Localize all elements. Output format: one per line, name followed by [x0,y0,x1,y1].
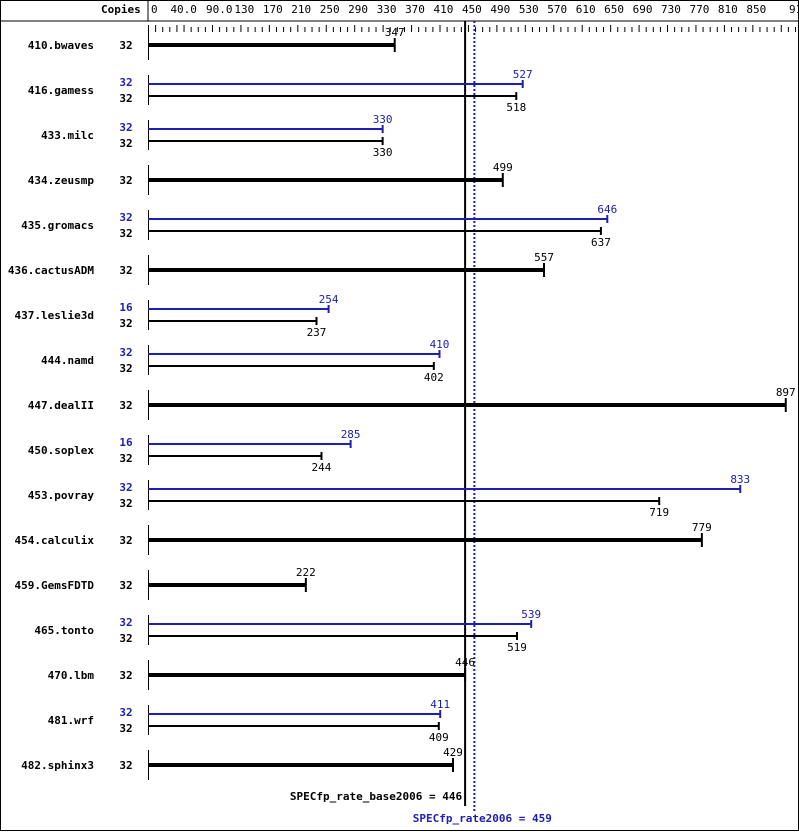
peak-copies: 32 [119,616,132,629]
benchmark-name: 447.dealII [28,399,94,412]
peak-value: 539 [521,608,541,621]
tick-label: 450 [462,3,482,16]
base-copies: 32 [119,227,132,240]
base-value: 222 [296,566,316,579]
peak-value: 646 [597,203,617,216]
benchmark-name: 410.bwaves [28,39,94,52]
benchmark-name: 454.calculix [15,534,95,547]
base-copies: 32 [119,399,132,412]
tick-label: 330 [377,3,397,16]
benchmark-name: 465.tonto [34,624,94,637]
base-copies: 32 [119,174,132,187]
tick-label: 690 [633,3,653,16]
base-value: 519 [507,641,527,654]
benchmark-name: 434.zeusmp [28,174,95,187]
tick-label: 410 [434,3,454,16]
base-value: 779 [692,521,712,534]
tick-label: 490 [490,3,510,16]
tick-label: 130 [234,3,254,16]
tick-label: 570 [547,3,567,16]
base-value: 897 [776,386,796,399]
tick-label: 90.0 [206,3,233,16]
base-value: 347 [385,26,405,39]
tick-label: 730 [661,3,681,16]
peak-copies: 32 [119,121,132,134]
benchmark-name: 481.wrf [48,714,94,727]
tick-label: 0 [151,3,158,16]
base-copies: 32 [119,669,132,682]
base-copies: 32 [119,497,132,510]
tick-label: 40.0 [170,3,197,16]
base-value: 499 [493,161,513,174]
peak-value: 833 [730,473,750,486]
base-value: 409 [429,731,449,744]
tick-label: 610 [576,3,596,16]
benchmark-name: 416.gamess [28,84,94,97]
peak-copies: 32 [119,211,132,224]
tick-label: 770 [689,3,709,16]
base-copies: 32 [119,39,132,52]
peak-copies: 32 [119,346,132,359]
benchmark-name: 482.sphinx3 [21,759,94,772]
base-value: 429 [443,746,463,759]
base-value: 244 [312,461,332,474]
benchmark-name: 433.milc [41,129,94,142]
peak-value: 330 [373,113,393,126]
base-value: 557 [534,251,554,264]
tick-label: 250 [320,3,340,16]
base-value: 402 [424,371,444,384]
tick-label: 650 [604,3,624,16]
base-value: 446 [455,656,475,669]
base-copies: 32 [119,579,132,592]
benchmark-name: 470.lbm [48,669,95,682]
base-copies: 32 [119,759,132,772]
peak-value: 285 [341,428,361,441]
benchmark-name: 459.GemsFDTD [15,579,95,592]
base-value: 237 [307,326,327,339]
tick-label: 290 [348,3,368,16]
tick-label: 170 [263,3,283,16]
base-copies: 32 [119,452,132,465]
base-copies: 32 [119,722,132,735]
peak-value: 527 [513,68,533,81]
base-value: 518 [506,101,526,114]
benchmark-name: 436.cactusADM [8,264,94,277]
base-value: 637 [591,236,611,249]
base-value: 719 [649,506,669,519]
benchmark-name: 444.namd [41,354,94,367]
base-value: 330 [373,146,393,159]
peak-copies: 32 [119,706,132,719]
base-copies: 32 [119,632,132,645]
peak-copies: 32 [119,481,132,494]
peak-value: 411 [430,698,450,711]
tick-label: 370 [405,3,425,16]
base-copies: 32 [119,317,132,330]
base-mean-label: SPECfp_rate_base2006 = 446 [290,790,463,803]
tick-label: 810 [718,3,738,16]
peak-copies: 16 [119,301,133,314]
benchmark-name: 450.soplex [28,444,95,457]
base-copies: 32 [119,264,132,277]
benchmark-name: 435.gromacs [21,219,94,232]
peak-value: 410 [430,338,450,351]
benchmark-name: 453.povray [28,489,95,502]
tick-label: 850 [746,3,766,16]
base-copies: 32 [119,362,132,375]
base-copies: 32 [119,534,132,547]
tick-label: 210 [291,3,311,16]
base-copies: 32 [119,92,132,105]
tick-label: 910 [789,3,799,16]
benchmark-name: 437.leslie3d [15,309,94,322]
peak-value: 254 [319,293,339,306]
tick-label: 530 [519,3,539,16]
peak-mean-label: SPECfp_rate2006 = 459 [413,812,552,825]
peak-copies: 32 [119,76,132,89]
base-copies: 32 [119,137,132,150]
copies-header: Copies [101,3,141,16]
peak-copies: 16 [119,436,133,449]
